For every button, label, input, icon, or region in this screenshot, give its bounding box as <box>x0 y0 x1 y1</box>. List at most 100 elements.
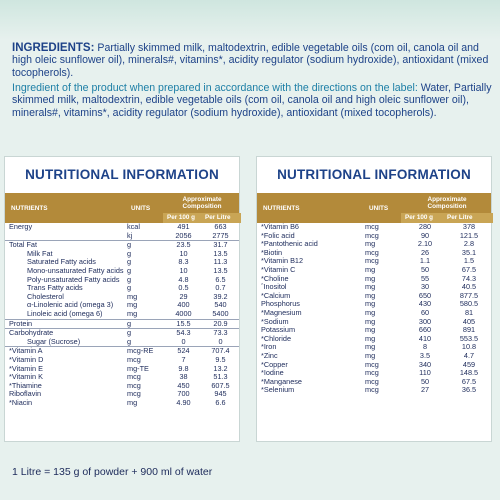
header-sub-band <box>401 213 493 223</box>
table-row: *Folic acid mcg 90 121.5 <box>257 231 491 241</box>
nutrient-unit: mg <box>365 239 376 249</box>
header-approx-line2: Composition <box>427 203 467 210</box>
nutrient-name: Protein <box>5 318 127 329</box>
value-per-litre: 13.5 <box>213 265 228 275</box>
nutrient-unit: mg <box>365 333 376 343</box>
value-per-litre: 540 <box>214 300 227 310</box>
nutrient-name: Riboflavin <box>9 389 42 399</box>
value-per-100g: 29 <box>179 291 188 301</box>
nutrient-name: *Zinc <box>261 350 278 360</box>
value-per-100g: 50 <box>420 376 430 386</box>
table-row: *Vitamin K mcg 38 51.3 <box>5 372 239 382</box>
top-band <box>0 0 500 40</box>
header-approx: Approximate Composition <box>403 196 491 210</box>
header-nutrients: NUTRIENTS <box>11 205 48 212</box>
value-per-litre: 405 <box>462 316 476 326</box>
value-per-100g: 26 <box>420 247 430 257</box>
value-per-100g: 38 <box>179 372 188 382</box>
prepared-ingredients-paragraph: Ingredient of the product when prepared … <box>12 82 492 119</box>
value-per-litre: 459 <box>462 359 476 369</box>
value-per-100g: 430 <box>418 299 432 309</box>
value-per-litre: 707.4 <box>202 346 239 356</box>
nutrient-unit: mg <box>365 290 376 300</box>
nutrient-name: *Chloride <box>261 333 292 343</box>
nutrient-unit: g <box>127 318 165 329</box>
nutrient-unit: g <box>127 283 132 293</box>
nutrient-unit: mcg <box>127 354 141 364</box>
table-row: Cholesterol mg 29 39.2 <box>5 291 239 302</box>
value-per-litre: 607.5 <box>211 380 230 390</box>
nutrient-name: *Thiamine <box>9 380 42 390</box>
nutrient-unit: g <box>127 274 132 284</box>
value-per-100g: 1.1 <box>419 256 431 266</box>
nutrient-unit: mg <box>365 273 376 283</box>
nutrient-unit: g <box>127 328 165 338</box>
value-per-litre: 2.8 <box>463 239 475 249</box>
value-per-litre: 9.5 <box>215 354 226 364</box>
nutrient-unit: mg <box>365 350 376 360</box>
value-per-litre: 20.9 <box>202 318 239 329</box>
value-per-litre: 5400 <box>212 308 229 318</box>
nutrient-unit: mg <box>127 300 138 310</box>
value-per-litre: 51.3 <box>213 372 228 382</box>
nutrient-unit: g <box>127 336 132 346</box>
value-per-litre: 13.5 <box>213 248 228 258</box>
table-row: *Niacin mg 4.90 6.6 <box>5 397 239 408</box>
nutrient-unit: mcg <box>365 385 379 395</box>
nutrient-unit: mcg <box>365 256 379 266</box>
value-per-100g: 300 <box>418 316 432 326</box>
nutrient-name: Linoleic acid (omega 6) <box>27 308 103 318</box>
table-row: *Thiamine mcg 450 607.5 <box>5 380 239 391</box>
value-per-litre: 891 <box>462 325 476 335</box>
table-row: kj 2056 2775 <box>5 230 239 241</box>
table-row: *Iodine mcg 110 148.5 <box>257 368 491 378</box>
value-per-litre: 67.5 <box>461 264 477 274</box>
nutrient-name: α-Linolenic acid (omega 3) <box>27 300 114 310</box>
header-approx-line1: Approximate <box>427 196 467 203</box>
nutrient-unit: g <box>127 265 132 275</box>
nutrient-name: Trans Fatty acids <box>27 283 83 293</box>
value-per-100g: 4.90 <box>176 397 191 407</box>
value-per-litre: 36.5 <box>461 385 477 395</box>
value-per-100g: 7 <box>181 354 186 364</box>
header-approx-line2: Composition <box>182 203 222 210</box>
table-row: *Vitamin C mg 50 67.5 <box>257 264 491 275</box>
table-row: *Choline mg 55 74.3 <box>257 273 491 284</box>
nutrient-unit: mg <box>365 264 376 274</box>
nutrition-table-right: *Vitamin B6 mcg 280 378 *Folic acid mcg 90 121.… <box>257 222 491 395</box>
nutrient-unit: mg <box>365 325 376 335</box>
value-per-100g: 650 <box>418 290 432 300</box>
header-perlitre: Per Litre <box>205 214 231 221</box>
table-row: *Vitamin B6 mcg 280 378 <box>257 222 491 232</box>
nutrient-name: *Pantothenic acid <box>261 239 318 249</box>
value-per-100g: 55 <box>420 273 430 283</box>
header-sub-band <box>163 213 241 223</box>
value-per-100g: 54.3 <box>165 328 202 338</box>
nutrient-name: Mono-unsaturated Fatty acids <box>27 265 124 275</box>
value-per-100g: 27 <box>420 385 430 395</box>
nutrient-name: *Copper <box>261 359 288 369</box>
ingredients-label: INGREDIENTS: <box>12 42 95 54</box>
header-nutrients: NUTRIENTS <box>263 205 300 212</box>
nutrient-unit: mcg <box>127 380 141 390</box>
value-per-100g: 10 <box>179 265 188 275</box>
nutrient-name: *Choline <box>261 273 289 283</box>
value-per-100g: 8.3 <box>178 257 189 267</box>
nutrient-name: Carbohydrate <box>5 328 127 338</box>
value-per-100g: 700 <box>177 389 190 399</box>
table-row: Energy kcal 491 663 <box>5 222 239 232</box>
nutrient-unit: g <box>127 240 165 250</box>
nutrition-panel-right: NUTRITIONAL INFORMATION NUTRIENTS UNITS … <box>256 156 493 442</box>
nutrient-unit: mg <box>365 342 376 352</box>
value-per-100g: 3.5 <box>419 350 431 360</box>
table-row: ˆInositol mg 30 40.5 <box>257 283 491 292</box>
table-row: Trans Fatty acids g 0.5 0.7 <box>5 284 239 293</box>
header-units: UNITS <box>131 205 151 212</box>
value-per-litre: 2775 <box>212 230 229 240</box>
table-row: Linoleic acid (omega 6) mg 4000 5400 <box>5 308 239 319</box>
nutrient-unit: g <box>127 248 132 258</box>
nutrient-unit: kj <box>127 230 133 240</box>
nutrient-name: *Vitamin A <box>5 346 127 356</box>
nutrient-name: *Selenium <box>261 385 295 395</box>
nutrient-name: *Niacin <box>9 397 33 407</box>
